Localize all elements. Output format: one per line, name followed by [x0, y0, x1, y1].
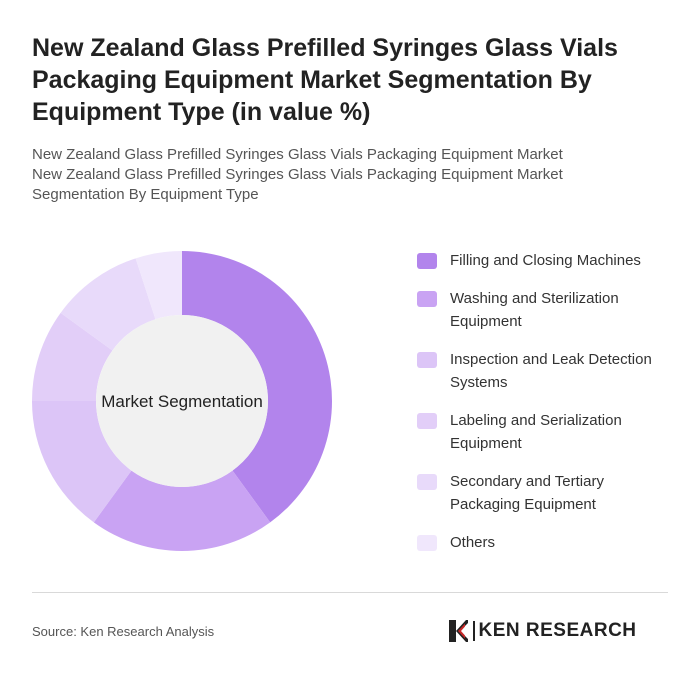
- donut-chart: Market Segmentation: [32, 251, 332, 551]
- donut-slice: [93, 470, 271, 551]
- donut-slice: [60, 258, 156, 351]
- donut-center: [96, 315, 268, 487]
- footer-divider: [32, 592, 668, 593]
- ken-research-k-icon: [449, 620, 468, 642]
- legend-swatch: [417, 253, 437, 269]
- legend-label: Filling and Closing Machines: [450, 252, 641, 269]
- legend-swatch: [417, 352, 437, 368]
- logo-separator: [473, 621, 475, 641]
- donut-slice: [182, 251, 332, 523]
- subtitle-line: Segmentation By Equipment Type: [32, 186, 259, 203]
- chart-legend: Filling and Closing Machines Washing and …: [417, 250, 677, 570]
- legend-label: Labeling and Serialization Equipment: [450, 412, 622, 452]
- donut-slice: [32, 312, 113, 401]
- legend-label: Inspection and Leak Detection Systems: [450, 351, 652, 391]
- donut-slice: [135, 251, 182, 320]
- logo-text: KEN RESEARCH: [478, 620, 637, 641]
- source-note: Source: Ken Research Analysis: [32, 624, 215, 639]
- legend-label: Washing and Sterilization Equipment: [450, 290, 619, 330]
- legend-item: Washing and Sterilization Equipment: [417, 288, 677, 349]
- donut-slice: [32, 401, 132, 523]
- legend-item: Secondary and Tertiary Packaging Equipme…: [417, 471, 677, 532]
- legend-swatch: [417, 291, 437, 307]
- legend-label: Others: [450, 534, 496, 551]
- legend-item: Labeling and Serialization Equipment: [417, 410, 677, 471]
- legend-swatch: [417, 474, 437, 490]
- legend-item: Inspection and Leak Detection Systems: [417, 349, 677, 410]
- subtitle-line: New Zealand Glass Prefilled Syringes Gla…: [32, 146, 563, 163]
- chart-title: New Zealand Glass Prefilled Syringes Gla…: [32, 34, 618, 126]
- subtitle-line: New Zealand Glass Prefilled Syringes Gla…: [32, 166, 563, 183]
- legend-swatch: [417, 535, 437, 551]
- ken-research-logo: KEN RESEARCH: [447, 618, 637, 644]
- donut-center-label: Market Segmentation: [101, 392, 263, 411]
- legend-item: Filling and Closing Machines: [417, 250, 677, 288]
- legend-item: Others: [417, 532, 677, 570]
- chart-subtitle: New Zealand Glass Prefilled Syringes Gla…: [32, 145, 632, 205]
- legend-swatch: [417, 413, 437, 429]
- legend-label: Secondary and Tertiary Packaging Equipme…: [450, 473, 604, 513]
